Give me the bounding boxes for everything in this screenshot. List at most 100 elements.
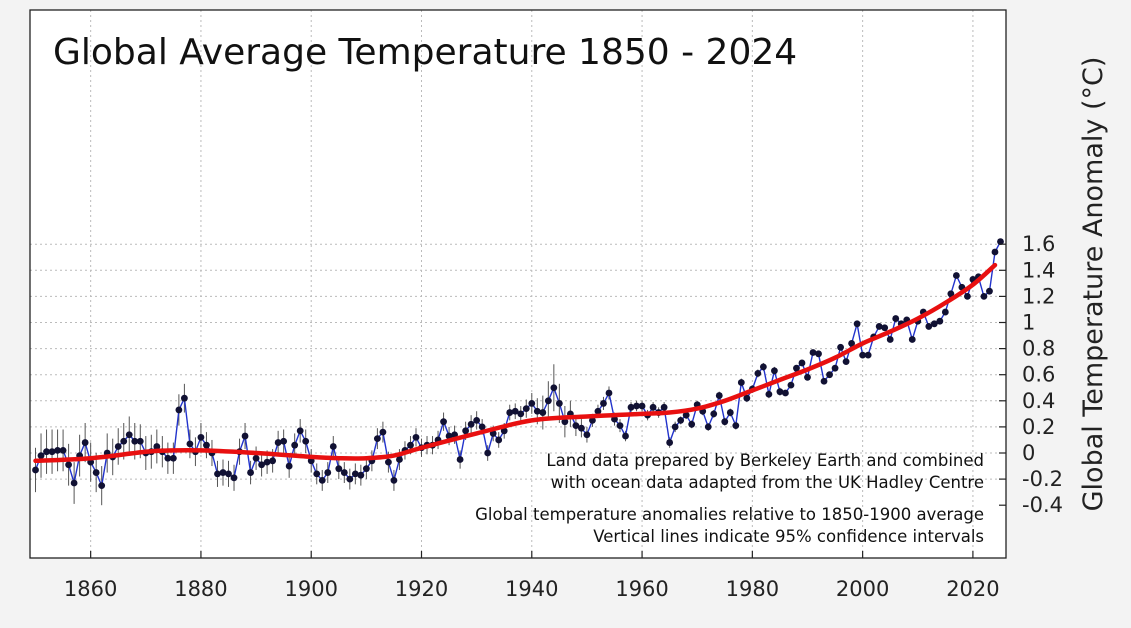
data-point [125, 431, 133, 439]
annotation-line-2: with ocean data adapted from the UK Hadl… [551, 473, 984, 492]
data-point [81, 439, 89, 446]
data-point [280, 437, 288, 445]
x-tick-label: 1960 [615, 577, 668, 601]
plot-background [30, 10, 1006, 558]
data-point [92, 469, 100, 476]
data-point [936, 317, 944, 325]
x-tick-label: 1940 [505, 577, 558, 601]
data-point [578, 424, 585, 432]
data-point [131, 437, 139, 445]
data-point [385, 458, 392, 466]
x-axis-ticks: 1860 1880 1900 1920 1940 1960 1980 2000 2020 [64, 551, 1000, 601]
y-tick-label: 1 [1022, 311, 1035, 335]
data-point [329, 443, 337, 450]
data-point [798, 359, 806, 367]
data-point [616, 422, 624, 429]
y-tick-label: -0.2 [1022, 467, 1063, 491]
data-point [269, 457, 277, 465]
x-tick-label: 1860 [64, 577, 117, 601]
y-tick-label: 0.8 [1022, 337, 1055, 361]
data-point [318, 477, 326, 484]
y-axis-label: Global Temperature Anomaly (°C) [1078, 57, 1109, 512]
data-point [589, 416, 596, 424]
data-point [346, 475, 354, 483]
data-point [715, 392, 723, 399]
data-point [941, 308, 949, 316]
data-point [407, 441, 414, 449]
data-point [48, 448, 56, 456]
x-tick-label: 2000 [836, 577, 889, 601]
data-point [881, 324, 889, 332]
data-point [594, 407, 602, 415]
data-point [517, 410, 525, 418]
data-point [892, 315, 900, 322]
data-point [274, 439, 282, 446]
annotation-line-3: Global temperature anomalies relative to… [475, 505, 984, 524]
plot-frame [29, 9, 1007, 559]
data-point [875, 323, 883, 330]
data-point [120, 437, 128, 445]
data-point [732, 422, 740, 429]
data-point [169, 454, 177, 462]
data-point [853, 320, 861, 328]
data-point [627, 403, 635, 411]
data-point [638, 402, 646, 410]
data-point [759, 363, 767, 371]
data-point [908, 336, 916, 343]
data-point [456, 456, 464, 463]
y-tick-label: 0.6 [1022, 363, 1055, 387]
x-tick-label: 1980 [726, 577, 779, 601]
data-point [561, 418, 569, 426]
y-tick-label: 1.4 [1022, 258, 1055, 282]
y-tick-label: 0 [1022, 441, 1035, 465]
data-point [925, 323, 933, 330]
data-point [605, 389, 613, 397]
data-point [837, 343, 844, 351]
data-point [219, 469, 227, 476]
data-point [864, 351, 872, 359]
data-point [831, 364, 839, 372]
data-point [544, 397, 552, 405]
data-point [313, 470, 321, 478]
data-point [43, 448, 50, 456]
grid [30, 10, 1006, 558]
data-point [136, 437, 144, 445]
data-point [70, 479, 78, 487]
data-point [533, 407, 541, 415]
data-point [600, 400, 607, 407]
data-point [710, 410, 718, 418]
data-point [258, 461, 265, 469]
data-point [776, 388, 784, 396]
data-point [660, 403, 668, 411]
data-point [682, 411, 690, 419]
smoothed-trend-line [33, 262, 998, 464]
data-point [390, 477, 398, 484]
data-point [291, 441, 299, 449]
x-tick-label: 2020 [946, 577, 999, 601]
data-point [164, 454, 172, 462]
x-tick-label: 1900 [284, 577, 337, 601]
data-point [462, 427, 470, 435]
data-point [859, 351, 867, 359]
data-point [153, 443, 161, 450]
x-tick-label: 1920 [395, 577, 448, 601]
data-point [357, 471, 365, 479]
data-point [440, 418, 447, 426]
chart-title: Global Average Temperature 1850 - 2024 [53, 32, 797, 73]
data-point [737, 379, 745, 386]
data-point [373, 435, 381, 443]
data-point [335, 465, 343, 473]
data-point [671, 423, 679, 431]
y-tick-label: 1.6 [1022, 232, 1055, 256]
data-point [340, 469, 348, 476]
data-point [721, 418, 729, 426]
data-point [65, 461, 72, 469]
data-point [302, 437, 310, 445]
data-point [351, 470, 359, 478]
data-point [511, 407, 519, 415]
data-point [649, 403, 657, 411]
data-point [980, 293, 988, 300]
data-point [473, 416, 481, 424]
data-point [500, 427, 508, 435]
